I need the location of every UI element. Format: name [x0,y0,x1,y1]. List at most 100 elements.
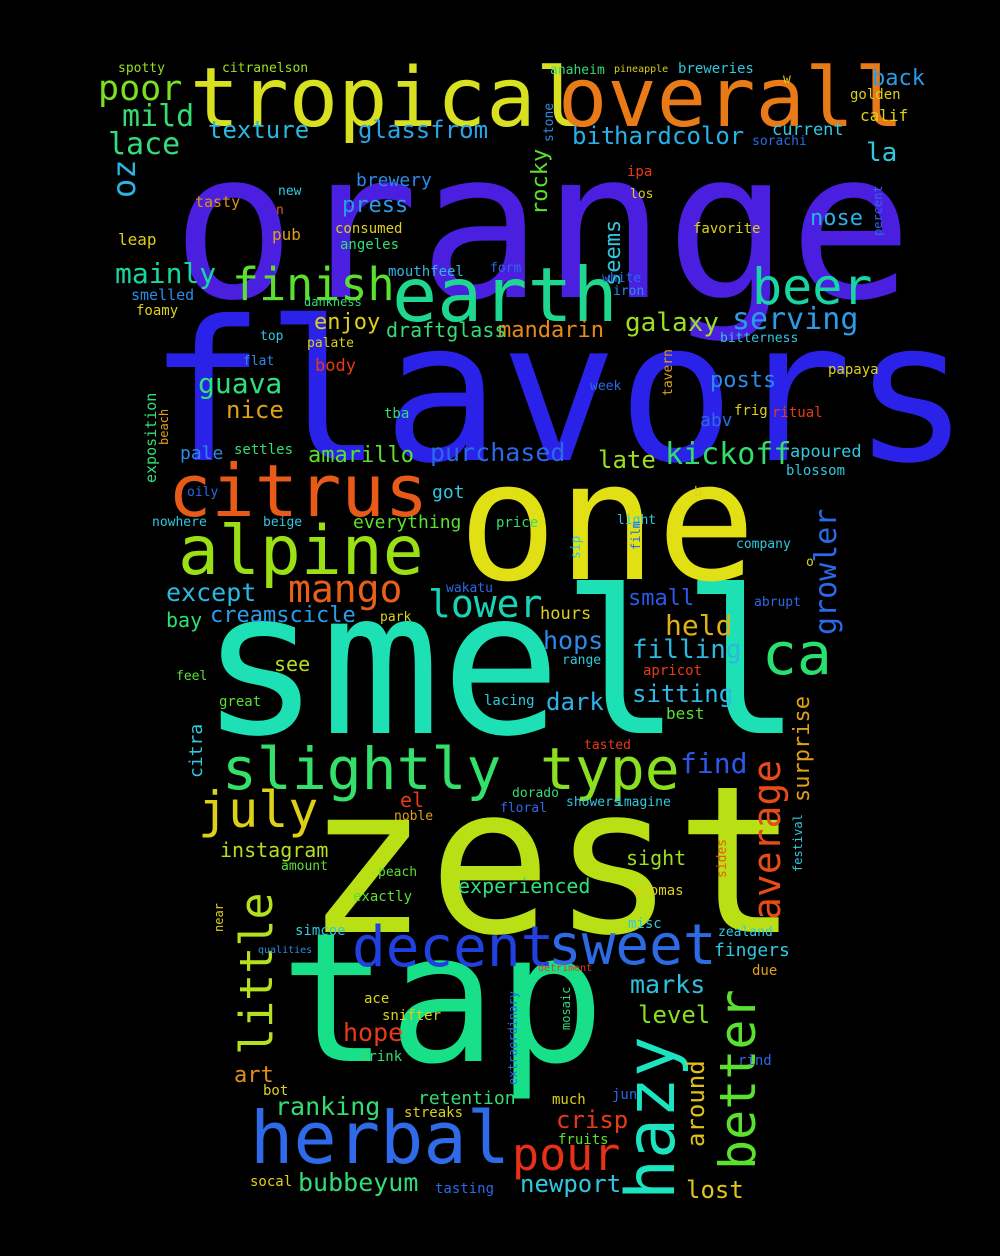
word-apricot: apricot [643,663,703,679]
word-one: one [458,426,757,618]
word-guava: guava [198,367,283,400]
word-fingers: fingers [714,940,790,961]
word-light: light [617,513,657,528]
word-tasting: tasting [435,1181,495,1197]
word-flavors: flavors [148,279,970,506]
word-extraordinary: extraordinary [506,991,520,1085]
word-top: top [260,329,284,344]
word-papaya: papaya [828,362,879,378]
word-small: small [628,586,695,611]
word-pub: pub [272,225,301,244]
word-beach: beach [157,408,171,445]
word-ritual: ritual [772,405,823,421]
word-park: park [380,610,412,625]
word-iron: iron [613,284,645,299]
word-type: type [540,735,680,803]
word-posts: posts [710,368,777,393]
word-lacing: lacing [484,693,535,709]
word-nose: nose [810,206,863,231]
word-abrupt: abrupt [754,595,801,610]
word-find: find [680,747,748,780]
word-finish: finish [232,258,395,311]
word-decent: decent [352,915,555,980]
word-got: got [432,482,465,503]
word-sorachi: sorachi [752,134,807,149]
word-nice: nice [226,396,284,424]
word-current: current [772,120,844,140]
word-o: o [806,555,814,570]
word-pineapple: pineapple [614,64,669,75]
word-exactly: exactly [353,889,413,905]
word-socal: socal [250,1174,293,1190]
word-bot: bot [263,1083,289,1099]
word-new: new [278,184,302,199]
word-tap: tap [280,895,606,1104]
word-favorite: favorite [693,221,761,237]
word-aromas: aromas [633,883,684,899]
word-body: body [315,356,356,376]
word-hard: hard [614,122,672,150]
word-la: la [866,138,898,168]
word-experienced: experienced [458,874,591,898]
word-mild: mild [122,99,195,134]
word-sides: sides [715,838,730,878]
word-tavern: tavern [661,349,676,396]
word-jun: jun [612,1087,638,1103]
word-around: around [682,1060,710,1147]
word-back: back [872,66,925,91]
word-citrus: citrus [168,449,429,533]
word-imagine: imagine [616,795,671,810]
word-nowhere: nowhere [152,515,207,530]
word-frig: frig [734,403,768,419]
word-w: w [783,72,791,87]
word-lower: lower [428,582,543,626]
word-foamy: foamy [136,303,179,319]
word-bubbeyum: bubbeyum [298,1168,419,1197]
word-showers: showers [566,795,621,810]
word-sweet: sweet [548,913,717,978]
word-orange: orange [172,108,913,346]
word-week: week [590,379,622,394]
word-marks: marks [630,970,706,999]
word-breweries: breweries [678,61,754,77]
word-much: much [552,1092,586,1108]
word-oz: oz [105,159,143,198]
word-n: n [276,203,284,218]
word-hours: hours [540,604,592,624]
word-floral: floral [500,801,547,816]
word-settles: settles [234,442,294,458]
word-qualities: qualities [258,945,313,956]
word-average: average [745,759,789,920]
word-bit: bit [572,122,616,150]
word-los: los [630,187,654,202]
word-little: little [230,892,283,1055]
word-white: white [602,271,642,286]
word-rocky: rocky [528,148,553,215]
word-near: near [212,903,226,932]
word-newport: newport [520,1170,622,1198]
word-better: better [709,989,767,1170]
word-mango: mango [288,567,403,611]
word-pale: pale [180,443,224,464]
word-flat: flat [243,354,275,369]
word-streaks: streaks [404,1105,464,1121]
word-tasted: tasted [584,738,631,753]
word-consumed: consumed [335,221,403,237]
word-mainly: mainly [115,257,217,290]
word-beige: beige [263,515,303,530]
word-mouthfeel: mouthfeel [388,264,464,280]
word-price: price [496,515,539,531]
word-sight: sight [626,846,687,870]
word-stone: stone [542,102,557,142]
word-palate: palate [307,336,354,351]
word-citranelson: citranelson [222,61,309,76]
word-see: see [274,652,311,676]
word-percent: percent [871,185,885,236]
word-dark: dark [546,688,604,716]
word-ca: ca [762,620,832,688]
word-feel: feel [176,669,208,684]
word-pour: pour [512,1128,621,1181]
word-slightly: slightly [222,735,502,803]
word-ace: ace [364,991,390,1007]
word-overall: overall [558,51,904,146]
